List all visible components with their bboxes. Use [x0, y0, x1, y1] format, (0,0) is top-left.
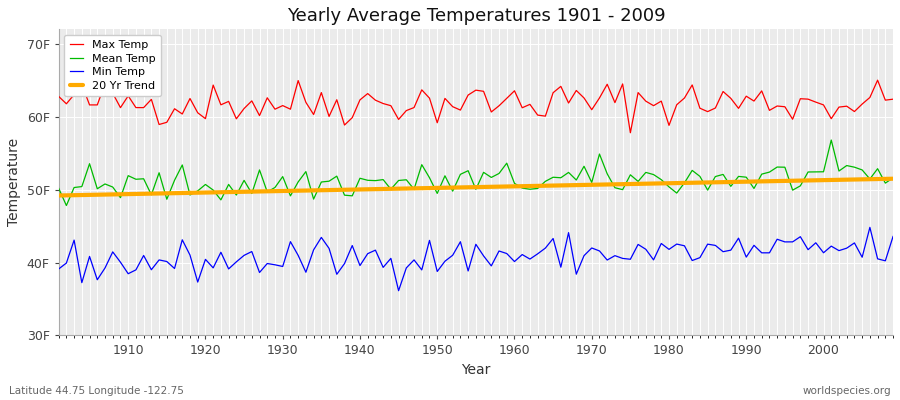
Max Temp	[509, 88, 520, 93]
X-axis label: Year: Year	[461, 363, 491, 377]
Line: Mean Temp: Mean Temp	[58, 140, 893, 206]
Text: worldspecies.org: worldspecies.org	[803, 386, 891, 396]
Mean Temp	[826, 138, 837, 142]
Max Temp	[115, 105, 126, 110]
Line: Max Temp: Max Temp	[58, 80, 893, 133]
20 Yr Trend	[509, 184, 520, 189]
Max Temp	[501, 96, 512, 101]
Min Temp	[285, 239, 296, 244]
Max Temp	[53, 94, 64, 99]
Title: Yearly Average Temperatures 1901 - 2009: Yearly Average Temperatures 1901 - 2009	[286, 7, 665, 25]
Mean Temp	[53, 186, 64, 190]
Line: 20 Yr Trend: 20 Yr Trend	[58, 179, 893, 196]
Mean Temp	[122, 173, 133, 178]
Mean Temp	[339, 193, 350, 198]
Min Temp	[115, 260, 126, 265]
Max Temp	[872, 78, 883, 82]
Mean Temp	[887, 176, 898, 180]
20 Yr Trend	[501, 184, 512, 189]
Mean Temp	[609, 185, 620, 190]
Min Temp	[865, 225, 876, 230]
Y-axis label: Temperature: Temperature	[7, 138, 21, 226]
Min Temp	[609, 253, 620, 258]
20 Yr Trend	[285, 188, 296, 193]
20 Yr Trend	[115, 192, 126, 197]
Legend: Max Temp, Mean Temp, Min Temp, 20 Yr Trend: Max Temp, Mean Temp, Min Temp, 20 Yr Tre…	[64, 35, 161, 96]
Min Temp	[393, 288, 404, 293]
Max Temp	[887, 97, 898, 102]
Line: Min Temp: Min Temp	[58, 227, 893, 291]
Mean Temp	[509, 181, 520, 186]
Min Temp	[509, 259, 520, 264]
20 Yr Trend	[53, 193, 64, 198]
Min Temp	[331, 272, 342, 277]
Max Temp	[602, 82, 613, 87]
20 Yr Trend	[602, 182, 613, 187]
Min Temp	[53, 266, 64, 271]
Mean Temp	[61, 203, 72, 208]
Max Temp	[625, 130, 635, 135]
20 Yr Trend	[887, 176, 898, 181]
Mean Temp	[292, 180, 303, 184]
Max Temp	[331, 97, 342, 102]
20 Yr Trend	[331, 188, 342, 192]
Max Temp	[285, 107, 296, 112]
Mean Temp	[517, 186, 527, 190]
Min Temp	[887, 234, 898, 239]
Min Temp	[517, 252, 527, 257]
Text: Latitude 44.75 Longitude -122.75: Latitude 44.75 Longitude -122.75	[9, 386, 184, 396]
